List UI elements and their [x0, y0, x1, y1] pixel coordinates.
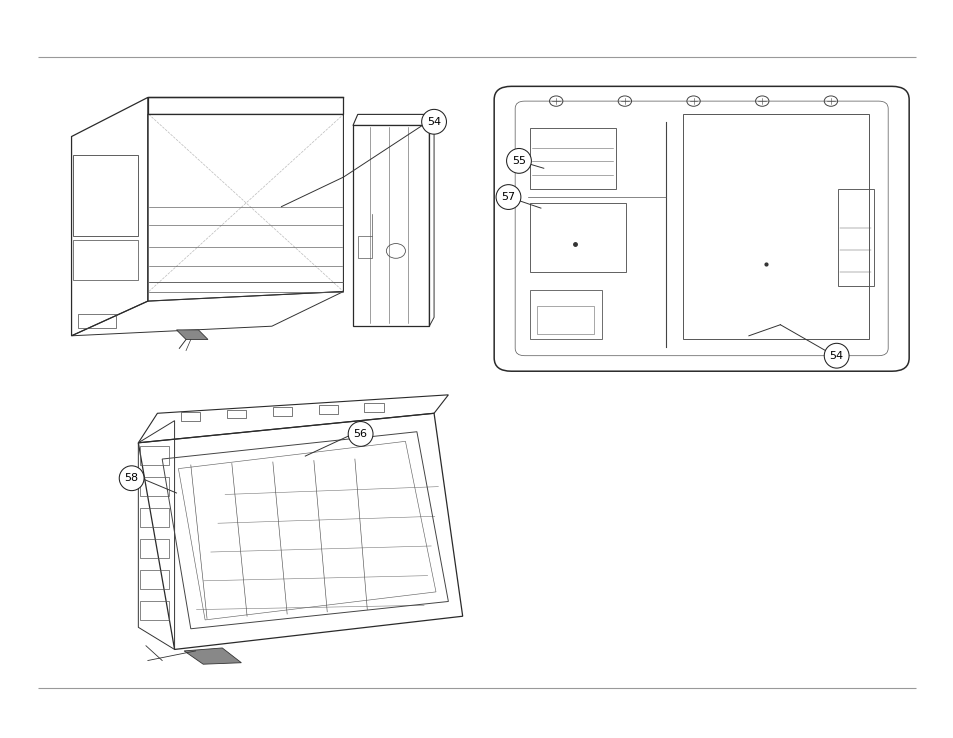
Text: 55: 55: [512, 156, 525, 166]
Text: 56: 56: [354, 429, 367, 439]
Ellipse shape: [119, 466, 144, 491]
Bar: [530, 289, 601, 339]
Bar: [318, 405, 337, 414]
Bar: [73, 155, 138, 236]
Ellipse shape: [823, 343, 848, 368]
Text: 54: 54: [829, 351, 842, 361]
Bar: [78, 314, 116, 328]
Text: 58: 58: [125, 473, 138, 483]
Polygon shape: [184, 648, 241, 664]
Bar: [837, 189, 873, 286]
Bar: [530, 128, 616, 189]
Bar: [537, 306, 594, 334]
Ellipse shape: [506, 148, 531, 173]
Bar: [682, 114, 868, 339]
Ellipse shape: [496, 184, 520, 210]
Bar: [73, 240, 138, 280]
Bar: [140, 508, 169, 527]
Text: 54: 54: [427, 117, 440, 127]
Ellipse shape: [421, 109, 446, 134]
Bar: [273, 407, 292, 416]
Bar: [181, 412, 200, 421]
Bar: [357, 236, 372, 258]
Bar: [530, 203, 625, 272]
Ellipse shape: [348, 421, 373, 446]
Text: 57: 57: [501, 192, 515, 202]
Bar: [140, 539, 169, 558]
Polygon shape: [176, 330, 208, 339]
Bar: [227, 410, 246, 418]
Bar: [140, 446, 169, 465]
Bar: [140, 477, 169, 496]
Bar: [364, 403, 383, 412]
Bar: [140, 601, 169, 620]
Bar: [140, 570, 169, 589]
